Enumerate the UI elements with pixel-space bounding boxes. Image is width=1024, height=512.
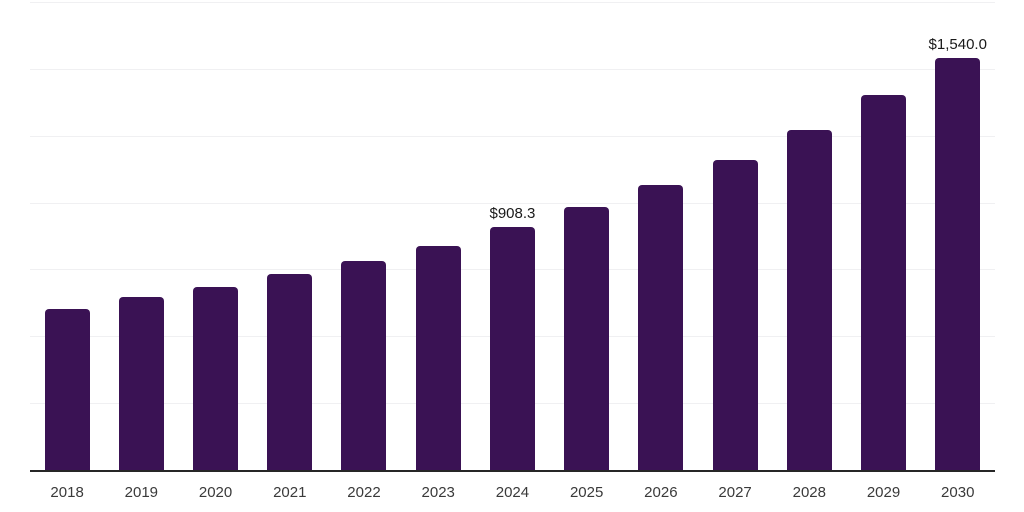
- bar-2022: [341, 261, 387, 470]
- bar-column-2026: 2026: [638, 2, 684, 500]
- bar-2019: [118, 296, 164, 470]
- x-tick-label-2021: 2021: [273, 484, 307, 501]
- x-tick-label-2029: 2029: [866, 484, 901, 501]
- bar-column-2019: 2019: [118, 2, 164, 500]
- bar-column-2024: $908.3 2024: [489, 2, 535, 500]
- bar-column-2023: 2023: [415, 2, 461, 500]
- bar-2030: $1,540.0: [929, 37, 987, 470]
- bar-2018: [44, 309, 90, 470]
- plot-area: 2018 2019 2020 2021 2022 2023 $908.3 2024 2025 20…: [30, 2, 995, 500]
- bars-container: 2018 2019 2020 2021 2022 2023 $908.3 2024 2025 20…: [30, 2, 995, 500]
- x-tick-label-2018: 2018: [50, 484, 84, 501]
- bar-2020: [193, 286, 239, 470]
- bar-2028: [786, 129, 832, 470]
- gridline: [30, 202, 995, 204]
- bar-2027: [712, 159, 758, 470]
- gridline: [30, 2, 995, 3]
- bar-column-2029: 2029: [861, 2, 907, 500]
- x-tick-label-2019: 2019: [124, 484, 159, 501]
- bar-column-2022: 2022: [341, 2, 387, 500]
- value-label-2024: $908.3: [489, 205, 536, 223]
- bar-2023: [415, 245, 461, 470]
- bar-2024: $908.3: [489, 206, 535, 470]
- bar-column-2021: 2021: [267, 2, 313, 500]
- bar-column-2018: 2018: [44, 2, 90, 500]
- gridline: [30, 135, 995, 137]
- x-tick-label-2026: 2026: [644, 484, 678, 501]
- x-tick-label-2024: 2024: [495, 484, 530, 501]
- x-tick-label-2020: 2020: [198, 484, 233, 501]
- bar-column-2027: 2027: [712, 2, 758, 500]
- bar-column-2020: 2020: [193, 2, 239, 500]
- x-tick-label-2027: 2027: [718, 484, 752, 501]
- bar-column-2028: 2028: [786, 2, 832, 500]
- bar-2029: [861, 94, 907, 470]
- gridline: [30, 68, 995, 70]
- bar-column-2025: 2025: [564, 2, 610, 500]
- bar-column-2030: $1,540.0 2030: [929, 2, 987, 500]
- x-tick-label-2022: 2022: [347, 484, 381, 501]
- value-label-2030: $1,540.0: [928, 36, 987, 54]
- bar-2025: [564, 207, 610, 470]
- bar-2021: [267, 274, 313, 470]
- x-tick-label-2025: 2025: [569, 484, 604, 501]
- x-tick-label-2030: 2030: [941, 484, 975, 501]
- bar-2026: [638, 184, 684, 470]
- x-tick-label-2023: 2023: [421, 484, 455, 501]
- x-tick-label-2028: 2028: [792, 484, 826, 501]
